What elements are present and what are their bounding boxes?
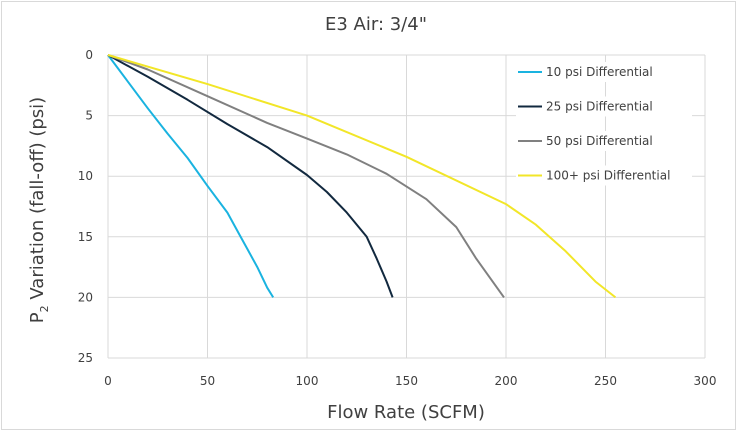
x-tick-labels: 0 50 100 150 200 250 300 xyxy=(104,374,716,388)
legend: 10 psi Differential 25 psi Differential 50… xyxy=(516,62,692,186)
x-tick-label: 300 xyxy=(694,374,717,388)
legend-entry-bg xyxy=(516,131,692,151)
x-tick-label: 0 xyxy=(104,374,112,388)
x-tick-label: 50 xyxy=(200,374,215,388)
y-tick-label: 20 xyxy=(78,290,93,304)
y-tick-labels: 0 5 10 15 20 25 xyxy=(78,48,93,365)
y-tick-label: 10 xyxy=(78,169,93,183)
series-line-4 xyxy=(107,54,617,299)
gridlines xyxy=(107,54,706,359)
x-tick-label: 250 xyxy=(594,374,617,388)
x-tick-label: 100 xyxy=(296,374,319,388)
series-line-3 xyxy=(107,54,505,298)
legend-label: 25 psi Differential xyxy=(546,100,653,114)
legend-label: 100+ psi Differential xyxy=(546,169,670,183)
y-axis-title-main: P xyxy=(27,312,48,323)
x-axis-title: Flow Rate (SCFM) xyxy=(327,402,485,423)
chart-title: E3 Air: 3/4" xyxy=(325,14,427,35)
y-axis-title-subscript: 2 xyxy=(38,305,51,312)
series-lines xyxy=(107,54,617,299)
legend-entry-bg xyxy=(516,62,692,82)
legend-entry-bg xyxy=(516,165,692,186)
x-tick-label: 200 xyxy=(495,374,518,388)
y-axis-title: P2 Variation (fall-off) (psi) xyxy=(27,97,51,323)
y-tick-label: 15 xyxy=(78,230,93,244)
y-tick-label: 25 xyxy=(78,351,93,365)
y-tick-label: 0 xyxy=(85,48,93,62)
x-tick-label: 150 xyxy=(395,374,418,388)
series-line-1 xyxy=(107,54,275,298)
legend-entry-bg xyxy=(516,96,692,117)
y-axis-title-rest: Variation (fall-off) (psi) xyxy=(27,97,48,306)
legend-label: 10 psi Differential xyxy=(546,65,653,79)
legend-label: 50 psi Differential xyxy=(546,134,653,148)
y-tick-label: 5 xyxy=(85,109,93,123)
series-line-2 xyxy=(107,54,394,298)
